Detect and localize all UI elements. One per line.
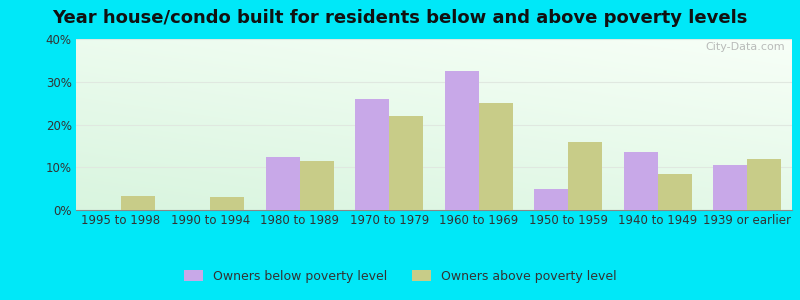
Bar (121, 196, 154, 210)
Bar (658, 174, 692, 210)
Bar (355, 99, 390, 210)
Bar (445, 71, 478, 210)
Bar (747, 159, 782, 210)
Text: City-Data.com: City-Data.com (706, 42, 785, 52)
Bar (624, 152, 658, 210)
Bar (300, 161, 334, 210)
Bar (714, 165, 747, 210)
Bar (568, 142, 602, 210)
Bar (390, 116, 423, 210)
Bar (266, 157, 300, 210)
Bar (534, 189, 568, 210)
Bar (478, 103, 513, 210)
Bar (210, 197, 244, 210)
Text: Year house/condo built for residents below and above poverty levels: Year house/condo built for residents bel… (52, 9, 748, 27)
Legend: Owners below poverty level, Owners above poverty level: Owners below poverty level, Owners above… (179, 265, 621, 288)
